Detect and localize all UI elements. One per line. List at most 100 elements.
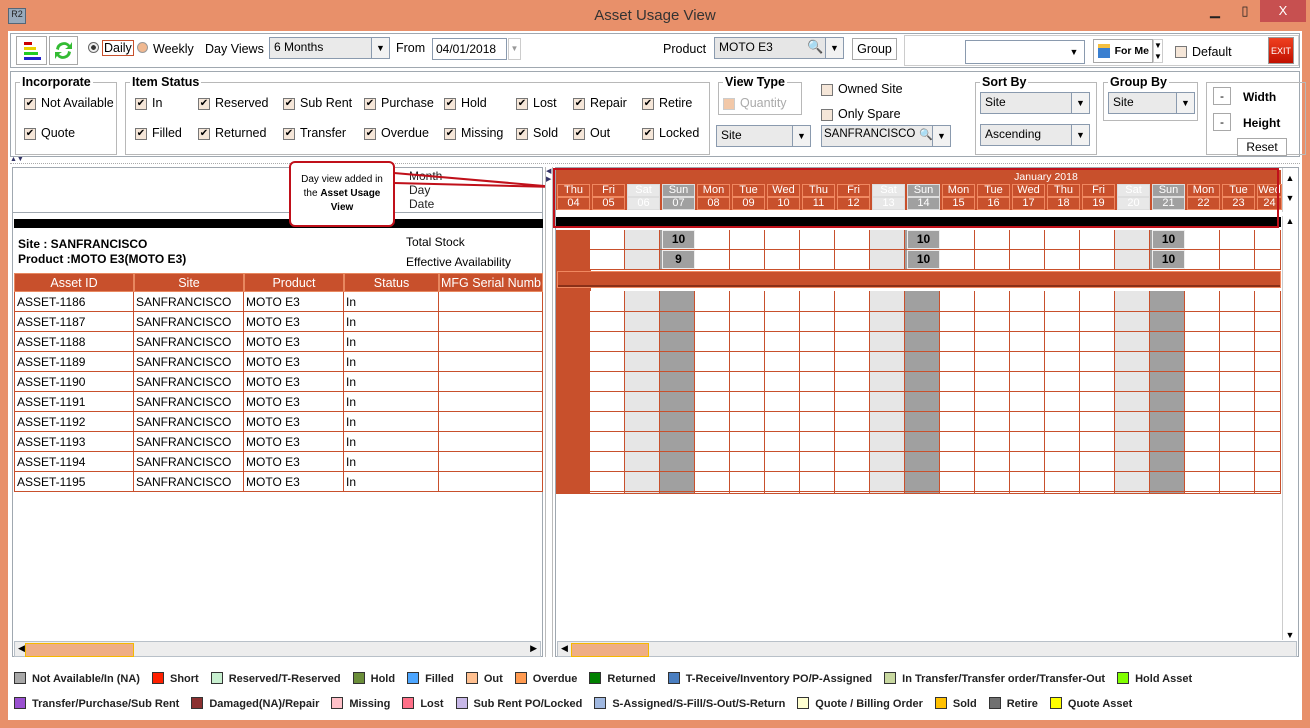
maximize-button[interactable]: ▯ bbox=[1241, 3, 1249, 18]
refresh-button[interactable] bbox=[49, 36, 78, 65]
status-checkbox-overdue[interactable]: ✔ Overdue bbox=[364, 126, 429, 140]
status-checkbox-lost[interactable]: ✔ Lost bbox=[516, 96, 557, 110]
legend-item: Missing bbox=[331, 697, 390, 710]
daily-label[interactable]: Daily bbox=[102, 40, 134, 56]
sort-order-select[interactable]: Ascending ▼ bbox=[980, 124, 1090, 146]
status-checkbox-retire[interactable]: ✔ Retire bbox=[642, 96, 692, 110]
scroll-left-icon[interactable]: ◀ bbox=[18, 643, 25, 653]
row-divider bbox=[870, 331, 905, 332]
header-vertical-scrollbar[interactable]: ▲ ▼ bbox=[1282, 168, 1297, 212]
row-divider bbox=[1185, 491, 1220, 492]
only-spare-checkbox[interactable]: Only Spare bbox=[821, 107, 901, 121]
date-picker-button[interactable]: ▼ bbox=[508, 38, 521, 60]
default-checkbox[interactable] bbox=[1175, 44, 1187, 58]
width-decrease-button[interactable]: - bbox=[1213, 87, 1231, 105]
weekly-radio[interactable] bbox=[137, 42, 148, 56]
status-checkbox-returned[interactable]: ✔ Returned bbox=[198, 126, 266, 140]
status-checkbox-missing[interactable]: ✔ Missing bbox=[444, 126, 503, 140]
scroll-thumb[interactable] bbox=[571, 643, 649, 657]
asset-day-column bbox=[905, 291, 940, 494]
view-type-select[interactable]: Site ▼ bbox=[716, 125, 811, 147]
table-cell bbox=[439, 332, 543, 352]
left-horizontal-scrollbar[interactable]: ◀ ▶ bbox=[14, 641, 541, 657]
legend-swatch bbox=[1117, 672, 1130, 684]
row-divider bbox=[1080, 411, 1115, 412]
grid-vertical-scrollbar[interactable]: ▲ ▼ bbox=[1282, 216, 1297, 640]
quantity-checkbox[interactable]: Quantity bbox=[723, 96, 787, 110]
row-divider bbox=[975, 471, 1010, 472]
status-checkbox-hold[interactable]: ✔ Hold bbox=[444, 96, 487, 110]
owned-site-checkbox[interactable]: Owned Site bbox=[821, 82, 903, 96]
daily-radio[interactable] bbox=[88, 42, 99, 56]
right-horizontal-scrollbar[interactable]: ◀ bbox=[557, 641, 1297, 657]
scroll-down-icon[interactable]: ▼ bbox=[1285, 630, 1295, 640]
column-header[interactable]: Site bbox=[134, 273, 244, 292]
splitter-handle[interactable]: ▲▼ bbox=[10, 156, 1300, 164]
stock-cell bbox=[625, 250, 660, 270]
exit-button[interactable]: EXIT bbox=[1268, 37, 1294, 64]
column-header[interactable]: MFG Serial Numb bbox=[439, 273, 543, 292]
day-header: Fri bbox=[837, 184, 870, 197]
save-for-me-button[interactable]: For Me bbox=[1093, 39, 1153, 63]
for-me-dropdown[interactable]: ▼ ▼ bbox=[1153, 39, 1163, 63]
column-header[interactable]: Asset ID bbox=[14, 273, 134, 292]
status-checkbox-transfer[interactable]: ✔ Transfer bbox=[283, 126, 346, 140]
legend-item: Filled bbox=[407, 672, 454, 685]
status-checkbox-out[interactable]: ✔ Out bbox=[573, 126, 610, 140]
row-divider bbox=[800, 491, 835, 492]
status-checkbox-sold[interactable]: ✔ Sold bbox=[516, 126, 558, 140]
column-header[interactable]: Product bbox=[244, 273, 344, 292]
date-header: 13 bbox=[872, 197, 905, 210]
group-by-select[interactable]: Site ▼ bbox=[1108, 92, 1195, 114]
status-checkbox-repair[interactable]: ✔ Repair bbox=[573, 96, 627, 110]
table-cell: ASSET-1191 bbox=[14, 392, 134, 412]
row-divider bbox=[835, 431, 870, 432]
asset-day-column bbox=[1010, 291, 1045, 494]
row-divider bbox=[835, 391, 870, 392]
status-checkbox-sub-rent[interactable]: ✔ Sub Rent bbox=[283, 96, 352, 110]
row-divider bbox=[660, 471, 695, 472]
incorporate-checkbox-quote[interactable]: ✔ Quote bbox=[24, 126, 75, 140]
status-checkbox-reserved[interactable]: ✔ Reserved bbox=[198, 96, 269, 110]
group-button[interactable]: Group bbox=[852, 38, 897, 60]
day-header: Wed bbox=[1012, 184, 1045, 197]
site-select[interactable]: SANFRANCISCO 🔍 ▼ bbox=[821, 125, 951, 147]
status-checkbox-filled[interactable]: ✔ Filled bbox=[135, 126, 182, 140]
status-checkbox-purchase[interactable]: ✔ Purchase bbox=[364, 96, 434, 110]
status-checkbox-locked[interactable]: ✔ Locked bbox=[642, 126, 699, 140]
row-divider bbox=[1150, 431, 1185, 432]
minimize-button[interactable]: ▁ bbox=[1210, 3, 1220, 18]
table-cell bbox=[439, 412, 543, 432]
row-divider bbox=[1150, 411, 1185, 412]
row-divider bbox=[940, 371, 975, 372]
row-divider bbox=[1150, 311, 1185, 312]
saved-view-select[interactable]: ▼ bbox=[965, 40, 1085, 64]
scroll-up-icon[interactable]: ▲ bbox=[1285, 216, 1295, 226]
for-me-label: For Me bbox=[1114, 45, 1149, 57]
scroll-left-icon[interactable]: ◀ bbox=[561, 643, 568, 653]
pane-splitter[interactable]: ◀ ▶ bbox=[545, 167, 553, 657]
scroll-thumb[interactable] bbox=[25, 643, 134, 657]
date-header: 19 bbox=[1082, 197, 1115, 210]
from-date-input[interactable]: 04/01/2018 bbox=[432, 38, 507, 60]
chart-view-button[interactable] bbox=[16, 36, 47, 65]
day-views-select[interactable]: 6 Months ▼ bbox=[269, 37, 390, 59]
row-divider bbox=[765, 371, 800, 372]
height-decrease-button[interactable]: - bbox=[1213, 113, 1231, 131]
incorporate-checkbox-not-available[interactable]: ✔ Not Available bbox=[24, 96, 114, 110]
stock-cell bbox=[1010, 250, 1045, 270]
legend-swatch bbox=[14, 697, 26, 709]
checkbox-checked-icon: ✔ bbox=[444, 97, 456, 110]
checkbox-label: Overdue bbox=[381, 126, 429, 140]
product-select[interactable]: MOTO E3 🔍 ▼ bbox=[714, 37, 844, 59]
reset-button[interactable]: Reset bbox=[1237, 138, 1287, 156]
group-by-title: Group By bbox=[1108, 75, 1169, 89]
day-header: Wed bbox=[767, 184, 800, 197]
row-divider bbox=[905, 391, 940, 392]
status-checkbox-in[interactable]: ✔ In bbox=[135, 96, 162, 110]
close-button[interactable]: X bbox=[1260, 0, 1306, 22]
column-header[interactable]: Status bbox=[344, 273, 439, 292]
row-divider bbox=[1010, 431, 1045, 432]
sort-field-select[interactable]: Site ▼ bbox=[980, 92, 1090, 114]
scroll-right-icon[interactable]: ▶ bbox=[530, 643, 537, 653]
